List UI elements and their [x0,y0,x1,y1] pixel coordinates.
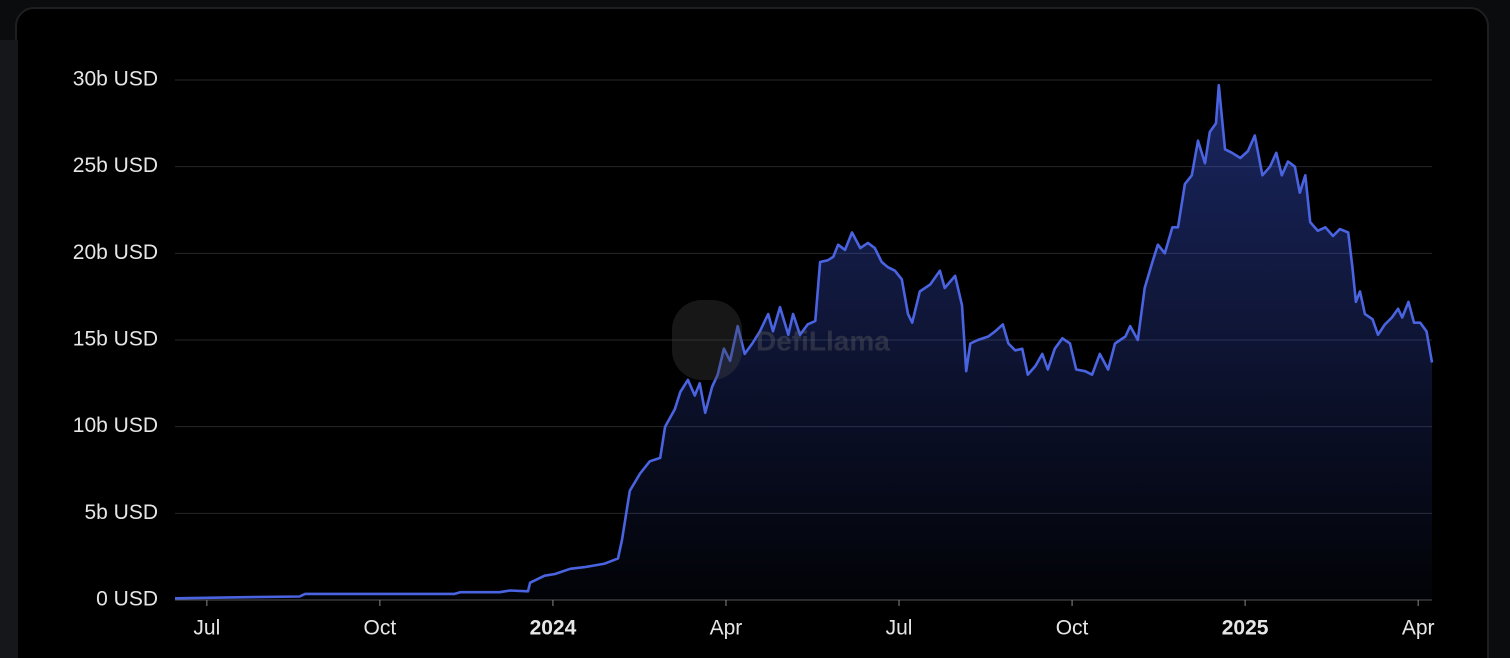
x-tick-label: Jul [886,617,913,640]
y-tick-label: 25b USD [73,154,158,177]
y-tick-label: 0 USD [96,588,158,611]
watermark-logo [672,300,742,380]
y-tick-label: 15b USD [73,328,158,351]
x-tick-label: Oct [364,617,397,640]
side-panel [0,40,18,658]
y-tick-label: 30b USD [73,68,158,91]
y-tick-label: 10b USD [73,414,158,437]
x-tick-label: Apr [710,617,743,640]
watermark: DefiLlama [672,300,890,380]
x-tick-label: 2024 [530,617,577,640]
area-fill [175,85,1432,600]
watermark-text: DefiLlama [756,325,890,356]
line [174,83,1434,600]
x-tick-label: Apr [1402,617,1435,640]
x-tick-label: Jul [193,617,220,640]
x-tick-label: 2025 [1222,617,1269,640]
x-tick-label: Oct [1056,617,1089,640]
y-tick-label: 5b USD [84,501,158,524]
y-tick-label: 20b USD [73,241,158,264]
